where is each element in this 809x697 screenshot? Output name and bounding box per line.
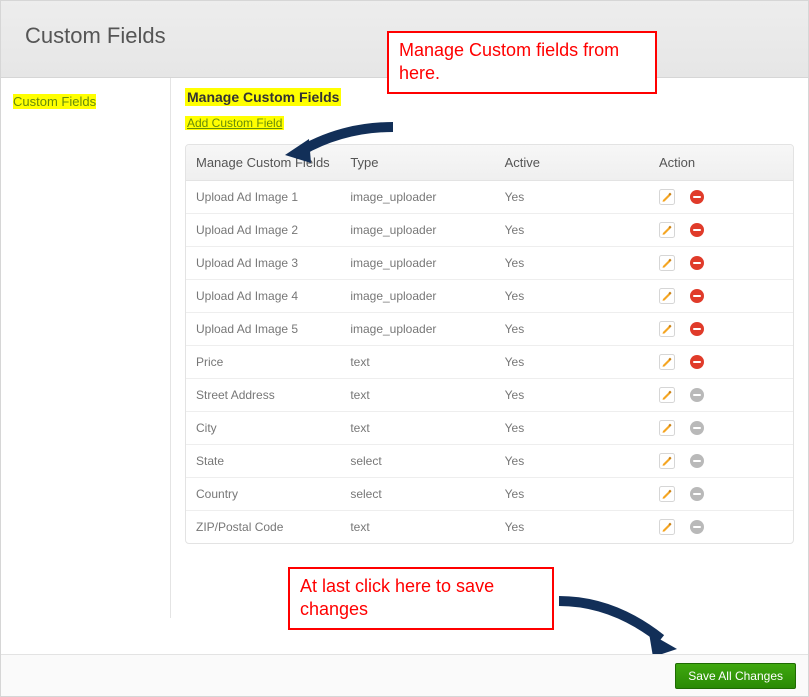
cell-active: Yes: [495, 379, 649, 412]
cell-name: Upload Ad Image 2: [186, 214, 340, 247]
cell-active: Yes: [495, 346, 649, 379]
cell-name: City: [186, 412, 340, 445]
cell-action: [649, 412, 793, 445]
cell-type: image_uploader: [340, 280, 494, 313]
cell-type: image_uploader: [340, 181, 494, 214]
edit-icon[interactable]: [659, 288, 675, 304]
cell-name: Upload Ad Image 3: [186, 247, 340, 280]
delete-icon: [689, 387, 705, 403]
delete-icon: [689, 453, 705, 469]
edit-icon[interactable]: [659, 453, 675, 469]
edit-icon[interactable]: [659, 222, 675, 238]
cell-name: ZIP/Postal Code: [186, 511, 340, 544]
cell-active: Yes: [495, 445, 649, 478]
edit-icon[interactable]: [659, 420, 675, 436]
delete-icon[interactable]: [689, 321, 705, 337]
cell-type: image_uploader: [340, 247, 494, 280]
edit-icon[interactable]: [659, 321, 675, 337]
cell-active: Yes: [495, 181, 649, 214]
cell-type: text: [340, 511, 494, 544]
edit-icon[interactable]: [659, 255, 675, 271]
cell-type: image_uploader: [340, 214, 494, 247]
cell-name: Upload Ad Image 1: [186, 181, 340, 214]
cell-action: [649, 478, 793, 511]
edit-icon[interactable]: [659, 387, 675, 403]
delete-icon[interactable]: [689, 288, 705, 304]
custom-fields-table-wrap: Manage Custom Fields Type Active Action …: [185, 144, 794, 544]
col-header-action: Action: [649, 145, 793, 181]
cell-active: Yes: [495, 412, 649, 445]
save-all-changes-button[interactable]: Save All Changes: [675, 663, 796, 689]
edit-icon[interactable]: [659, 486, 675, 502]
edit-icon[interactable]: [659, 354, 675, 370]
delete-icon: [689, 486, 705, 502]
col-header-active: Active: [495, 145, 649, 181]
sidebar: Custom Fields: [1, 78, 171, 618]
cell-active: Yes: [495, 280, 649, 313]
cell-active: Yes: [495, 313, 649, 346]
cell-active: Yes: [495, 511, 649, 544]
cell-name: Upload Ad Image 5: [186, 313, 340, 346]
sidebar-item-label: Custom Fields: [13, 94, 96, 109]
table-row: Upload Ad Image 3image_uploaderYes: [186, 247, 793, 280]
custom-fields-table: Manage Custom Fields Type Active Action …: [186, 145, 793, 543]
cell-action: [649, 511, 793, 544]
edit-icon[interactable]: [659, 189, 675, 205]
delete-icon[interactable]: [689, 255, 705, 271]
edit-icon[interactable]: [659, 519, 675, 535]
main-panel: Manage Custom Fields Add Custom Field Ma…: [171, 78, 808, 618]
table-row: Upload Ad Image 2image_uploaderYes: [186, 214, 793, 247]
delete-icon[interactable]: [689, 189, 705, 205]
table-row: CitytextYes: [186, 412, 793, 445]
table-row: PricetextYes: [186, 346, 793, 379]
cell-action: [649, 181, 793, 214]
table-row: CountryselectYes: [186, 478, 793, 511]
col-header-type: Type: [340, 145, 494, 181]
table-row: ZIP/Postal CodetextYes: [186, 511, 793, 544]
cell-type: text: [340, 379, 494, 412]
annotation-callout-bottom: At last click here to save changes: [288, 567, 554, 630]
body: Custom Fields Manage Custom Fields Add C…: [1, 78, 808, 618]
cell-active: Yes: [495, 247, 649, 280]
cell-name: Price: [186, 346, 340, 379]
delete-icon[interactable]: [689, 222, 705, 238]
cell-name: Street Address: [186, 379, 340, 412]
cell-name: Country: [186, 478, 340, 511]
table-row: Upload Ad Image 1image_uploaderYes: [186, 181, 793, 214]
table-row: Upload Ad Image 4image_uploaderYes: [186, 280, 793, 313]
delete-icon: [689, 519, 705, 535]
section-heading: Manage Custom Fields: [185, 88, 341, 106]
cell-action: [649, 313, 793, 346]
cell-name: State: [186, 445, 340, 478]
cell-type: image_uploader: [340, 313, 494, 346]
table-row: Street AddresstextYes: [186, 379, 793, 412]
cell-action: [649, 346, 793, 379]
cell-active: Yes: [495, 478, 649, 511]
cell-type: select: [340, 445, 494, 478]
footer-bar: Save All Changes: [1, 654, 808, 696]
table-row: StateselectYes: [186, 445, 793, 478]
cell-active: Yes: [495, 214, 649, 247]
delete-icon: [689, 420, 705, 436]
cell-type: select: [340, 478, 494, 511]
cell-action: [649, 280, 793, 313]
delete-icon[interactable]: [689, 354, 705, 370]
add-custom-field-link[interactable]: Add Custom Field: [185, 116, 284, 130]
cell-action: [649, 379, 793, 412]
table-row: Upload Ad Image 5image_uploaderYes: [186, 313, 793, 346]
app-frame: Custom Fields Manage Custom fields from …: [0, 0, 809, 697]
sidebar-item-custom-fields[interactable]: Custom Fields: [1, 88, 170, 115]
col-header-name: Manage Custom Fields: [186, 145, 340, 181]
cell-type: text: [340, 412, 494, 445]
cell-action: [649, 214, 793, 247]
cell-action: [649, 247, 793, 280]
cell-type: text: [340, 346, 494, 379]
cell-name: Upload Ad Image 4: [186, 280, 340, 313]
cell-action: [649, 445, 793, 478]
